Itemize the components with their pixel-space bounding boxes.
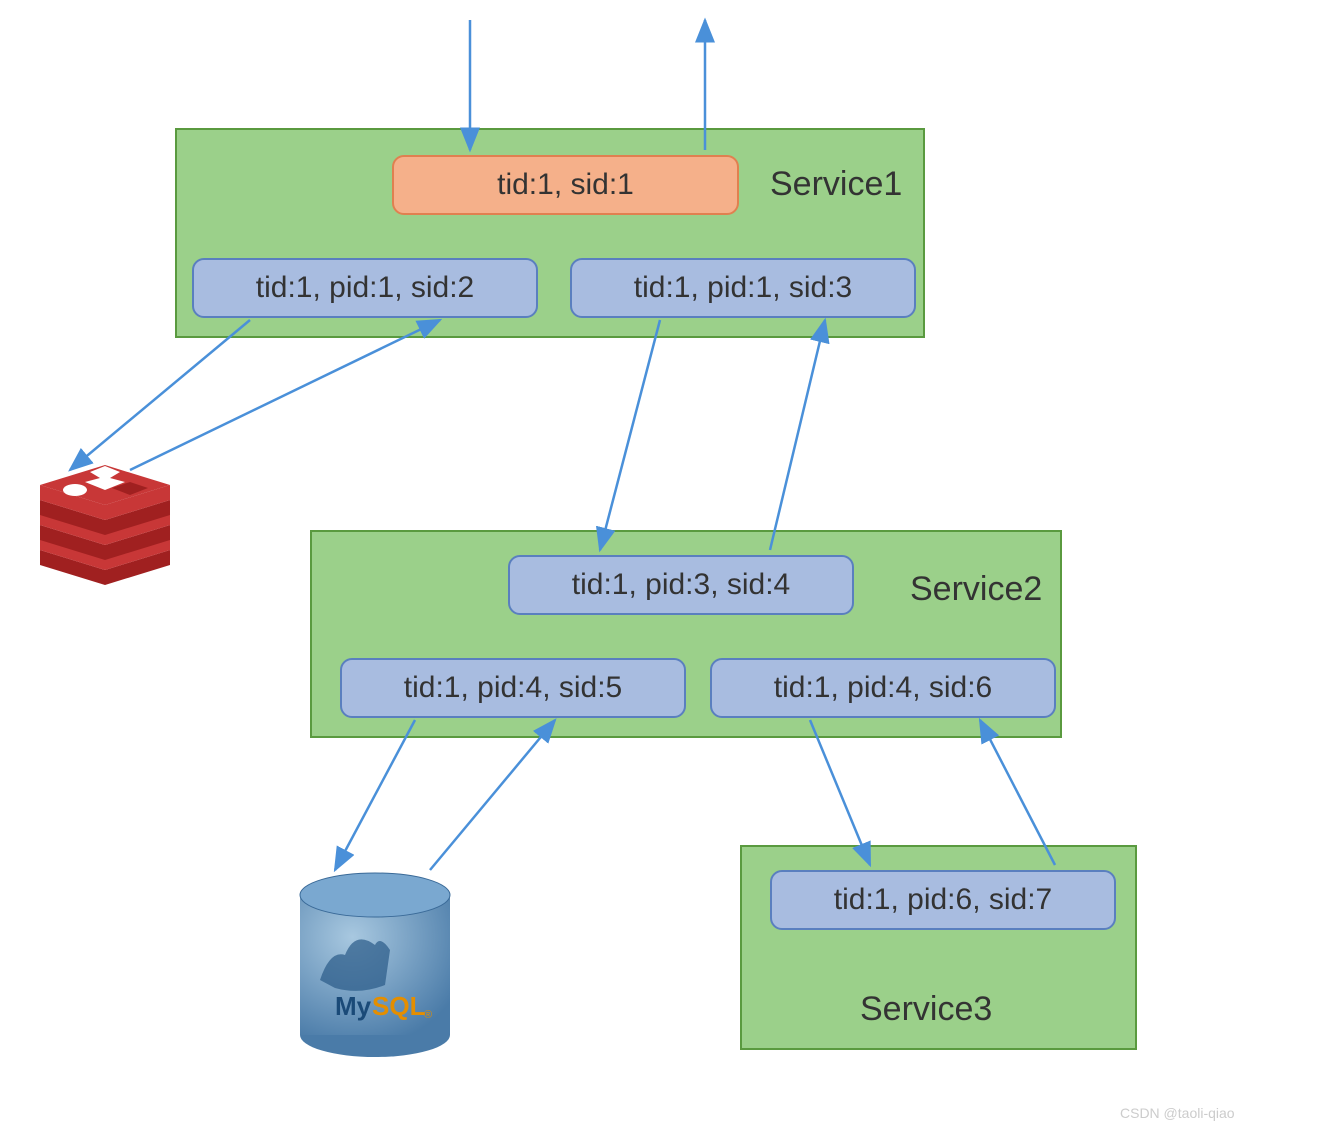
span-tid1-sid1: tid:1, sid:1 [392,155,739,215]
svg-text:®: ® [424,1009,432,1021]
span-tid1-pid6-sid7: tid:1, pid:6, sid:7 [770,870,1116,930]
span-tid1-pid1-sid2: tid:1, pid:1, sid:2 [192,258,538,318]
span-label: tid:1, pid:4, sid:5 [404,671,622,705]
redis-icon [30,460,180,590]
span-label: tid:1, sid:1 [497,168,634,202]
svg-text:SQL: SQL [372,991,426,1021]
span-tid1-pid1-sid3: tid:1, pid:1, sid:3 [570,258,916,318]
service1-label: Service1 [770,165,902,204]
mysql-icon: My SQL ® [290,860,460,1060]
span-label: tid:1, pid:1, sid:2 [256,271,474,305]
arrow-a-s5-mysql-u [430,720,555,870]
arrow-a-s3-s4-u [770,320,825,550]
span-tid1-pid3-sid4: tid:1, pid:3, sid:4 [508,555,854,615]
arrow-a-s2-redis-d [70,320,250,470]
arrow-a-s6-s7-u [980,720,1055,865]
arrow-a-s5-mysql-d [335,720,415,870]
span-tid1-pid4-sid6: tid:1, pid:4, sid:6 [710,658,1056,718]
arrow-a-s6-s7-d [810,720,870,865]
span-label: tid:1, pid:6, sid:7 [834,883,1052,917]
span-tid1-pid4-sid5: tid:1, pid:4, sid:5 [340,658,686,718]
arrow-a-s2-redis-u [130,320,440,470]
watermark: CSDN @taoli-qiao [1120,1105,1235,1121]
arrow-a-s3-s4-d [600,320,660,550]
service3-label: Service3 [860,990,992,1029]
span-label: tid:1, pid:3, sid:4 [572,568,790,602]
service2-label: Service2 [910,570,1042,609]
span-label: tid:1, pid:4, sid:6 [774,671,992,705]
mysql-label: My [335,991,372,1021]
span-label: tid:1, pid:1, sid:3 [634,271,852,305]
